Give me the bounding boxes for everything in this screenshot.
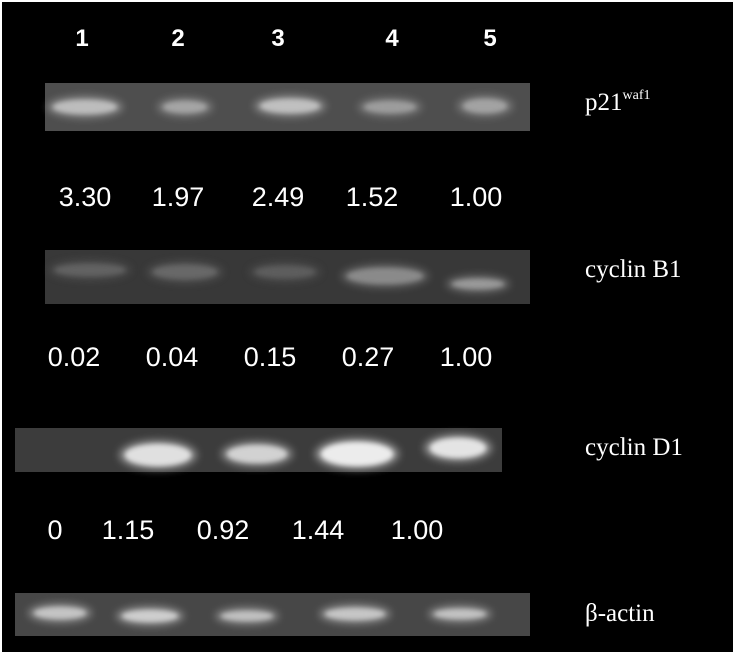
blot: [15, 428, 502, 472]
lane-label: 4: [385, 25, 399, 52]
band-core: [153, 265, 217, 279]
quant-value: 1.00: [391, 515, 444, 545]
band-core: [347, 268, 423, 284]
band-core: [255, 266, 315, 278]
band-core: [260, 99, 320, 113]
lane-label: 2: [171, 25, 184, 52]
quant-value: 0.92: [197, 515, 250, 545]
quant-value: 1.00: [450, 182, 503, 212]
quant-value: 1.00: [440, 342, 493, 372]
quant-value: 0.15: [244, 342, 297, 372]
quant-value: 2.49: [252, 182, 305, 212]
band-core: [163, 101, 207, 113]
quant-value: 1.52: [346, 182, 399, 212]
band-core: [34, 607, 86, 619]
quant-value: 1.97: [152, 182, 205, 212]
blot-label-text: cyclin D1: [585, 434, 683, 461]
band-core: [122, 610, 178, 622]
band-core: [55, 264, 125, 276]
blot: [15, 593, 530, 636]
band-core: [221, 611, 273, 621]
figure: 1 2 3 4 5 p21waf1 3.30 1.97 2.49 1.52 1.00 cyclin B…: [0, 0, 735, 654]
blot: [45, 83, 530, 131]
blot-label-sup: waf1: [623, 88, 651, 103]
blot-label-text: cyclin B1: [585, 256, 682, 283]
blot-label-text: β-actin: [585, 600, 655, 627]
band-core: [364, 101, 416, 113]
quant-value: 3.30: [59, 182, 112, 212]
band-core: [53, 100, 117, 114]
quant-value: 0.27: [342, 342, 395, 372]
lane-label: 5: [483, 25, 496, 52]
quant-value: 0.04: [146, 342, 199, 372]
band-core: [434, 609, 486, 619]
quant-value: 1.15: [102, 515, 155, 545]
blot-label: cyclin B1: [585, 256, 682, 283]
band-core: [430, 438, 486, 458]
band-core: [125, 444, 191, 466]
lane-label: 1: [75, 25, 88, 52]
band-core: [452, 279, 504, 289]
band-core: [321, 442, 393, 466]
blot: [45, 250, 530, 304]
blot-label: cyclin D1: [585, 434, 683, 461]
quant-value: 0: [47, 515, 62, 545]
blot-label: β-actin: [585, 600, 655, 627]
band-core: [463, 99, 507, 113]
blot-label-text: p21: [585, 89, 623, 116]
band-core: [227, 445, 287, 463]
quant-value: 1.44: [292, 515, 345, 545]
lane-label: 3: [271, 25, 284, 52]
band-core: [325, 608, 385, 620]
quant-value: 0.02: [48, 342, 101, 372]
